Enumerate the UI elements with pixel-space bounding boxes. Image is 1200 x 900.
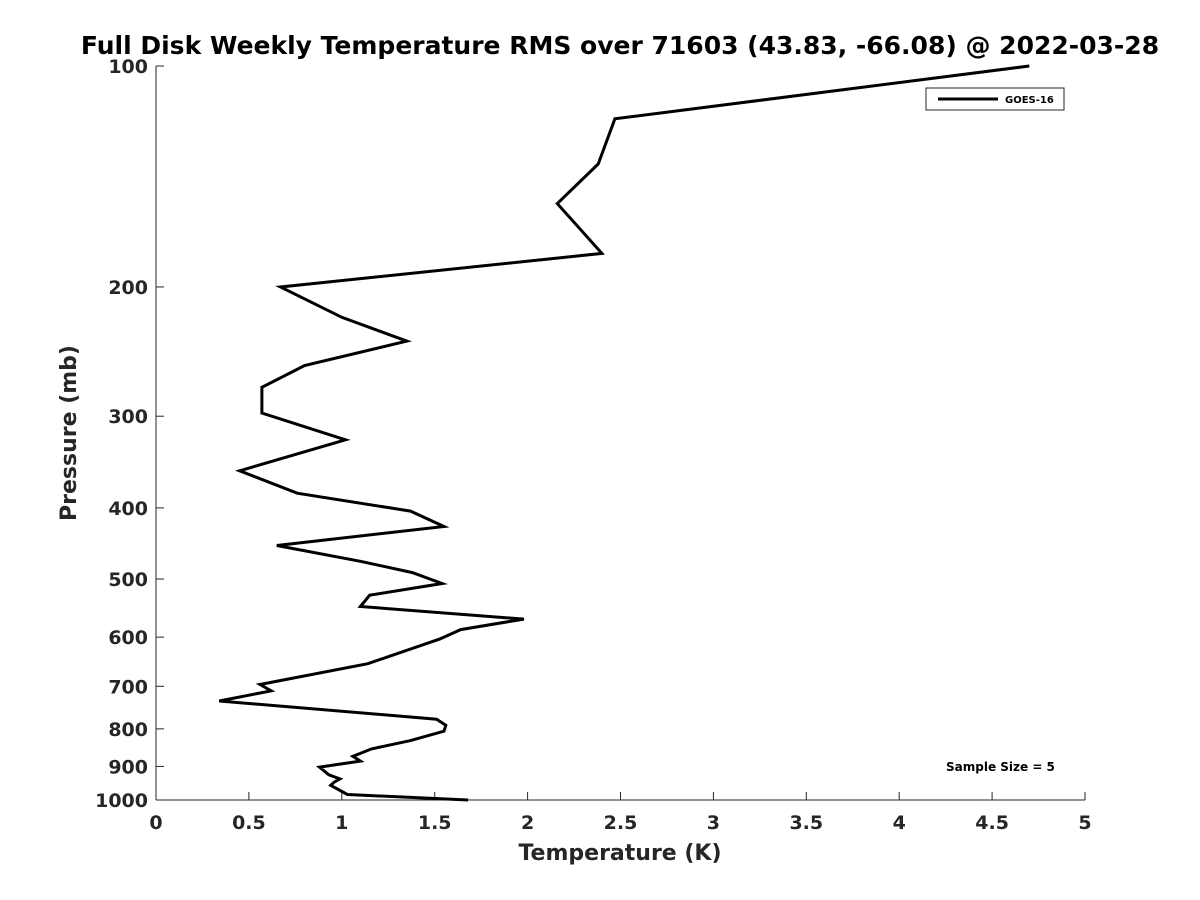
series-line-goes-16 bbox=[218, 64, 1030, 802]
y-tick-label: 400 bbox=[108, 498, 148, 520]
y-tick-label: 1000 bbox=[95, 790, 148, 812]
x-axis-label: Temperature (K) bbox=[518, 841, 721, 866]
y-tick-label: 600 bbox=[108, 627, 148, 649]
y-tick-label: 700 bbox=[108, 676, 148, 698]
x-tick-label: 2.5 bbox=[604, 812, 638, 834]
y-tick-label: 100 bbox=[108, 56, 148, 78]
legend: GOES-16 bbox=[925, 87, 1065, 111]
legend-label-goes-16: GOES-16 bbox=[1005, 95, 1054, 106]
y-axis-label: Pressure (mb) bbox=[57, 345, 82, 521]
chart-title: Full Disk Weekly Temperature RMS over 71… bbox=[81, 31, 1159, 60]
y-tick-label: 500 bbox=[108, 569, 148, 591]
x-tick-label: 1.5 bbox=[418, 812, 452, 834]
x-tick-label: 2 bbox=[521, 812, 534, 834]
x-tick-label: 0 bbox=[149, 812, 162, 834]
x-tick-label: 1 bbox=[335, 812, 348, 834]
x-tick-label: 3 bbox=[707, 812, 720, 834]
y-tick-label: 800 bbox=[108, 719, 148, 741]
sample-size-annotation: Sample Size = 5 bbox=[946, 760, 1055, 774]
x-axis-ticks: 0 0.5 1 1.5 2 2.5 3 3.5 4 4.5 5 bbox=[149, 792, 1092, 834]
x-tick-label: 5 bbox=[1078, 812, 1091, 834]
y-tick-label: 900 bbox=[108, 756, 148, 778]
series-layer bbox=[218, 64, 1030, 802]
y-tick-label: 300 bbox=[108, 406, 148, 428]
x-tick-label: 3.5 bbox=[789, 812, 823, 834]
x-tick-label: 4.5 bbox=[975, 812, 1009, 834]
y-tick-label: 200 bbox=[108, 277, 148, 299]
x-tick-label: 0.5 bbox=[232, 812, 266, 834]
x-tick-label: 4 bbox=[893, 812, 906, 834]
y-axis-ticks: 100 200 300 400 500 600 700 800 900 1000 bbox=[95, 56, 164, 812]
